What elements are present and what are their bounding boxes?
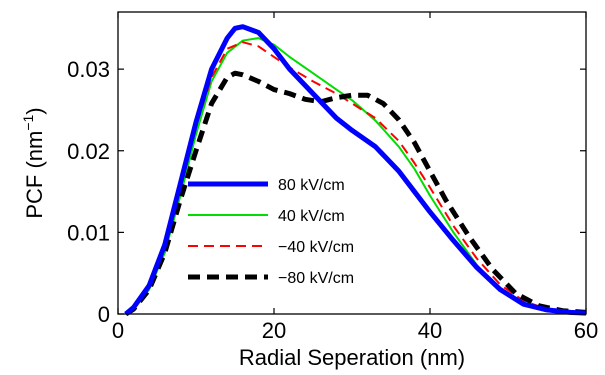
legend-label-4: −80 kV/cm [278, 270, 354, 287]
x-axis-label: Radial Seperation (nm) [239, 345, 465, 370]
series-line-4 [124, 70, 587, 317]
legend-label-1: 80 kV/cm [278, 177, 345, 194]
x-tick-label: 20 [262, 318, 286, 343]
series-layer [124, 24, 587, 317]
x-tick-label: 60 [574, 318, 598, 343]
y-axis-label-exponent: −1 [20, 114, 36, 130]
y-tick-label: 0.03 [67, 57, 110, 82]
legend-label-2: 40 kV/cm [278, 208, 345, 225]
y-axis-label-close: ) [22, 107, 47, 114]
x-tick-label: 40 [418, 318, 442, 343]
y-axis-label: PCF (nm−1) [20, 107, 47, 218]
legend-label-3: −40 kV/cm [278, 239, 354, 256]
y-tick-label: 0.02 [67, 139, 110, 164]
ticks-layer: 0 20 40 60 0 0.01 0.02 0.03 [67, 12, 598, 343]
plot-area [118, 12, 586, 314]
plot-frame [117, 11, 587, 315]
y-axis-label-main: PCF (nm [22, 131, 47, 219]
y-tick-label: 0 [98, 302, 110, 327]
y-tick-label: 0.01 [67, 220, 110, 245]
legend: 80 kV/cm 40 kV/cm −40 kV/cm −80 kV/cm [188, 177, 354, 287]
x-tick-label: 0 [112, 318, 124, 343]
series-line-1 [124, 24, 587, 316]
